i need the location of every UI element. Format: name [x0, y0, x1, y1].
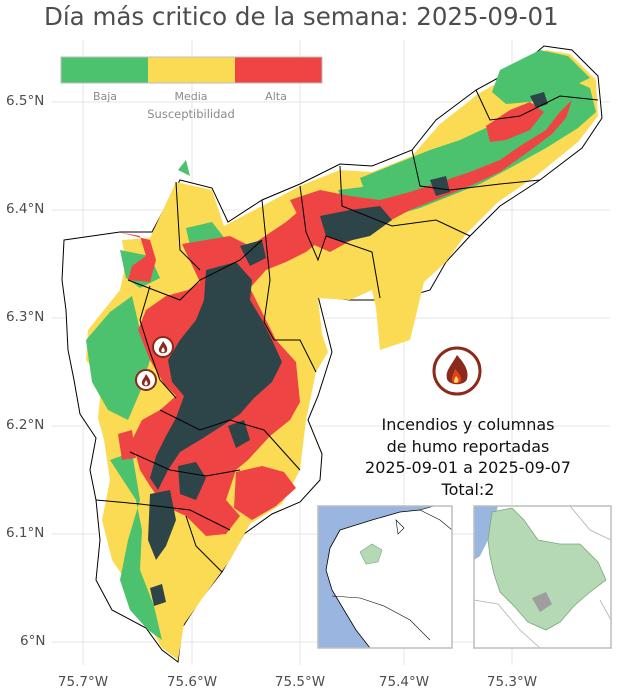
fire-legend-icon — [432, 346, 482, 396]
fire-summary: Incendios y columnas de humo reportadas … — [363, 414, 573, 500]
y-tick-label: 6°N — [20, 633, 46, 649]
fire-summary-line: de humo reportadas — [386, 436, 550, 456]
x-tick-label: 75.5°W — [274, 674, 326, 690]
legend-swatch-media — [148, 57, 235, 83]
fire-marker-icon[interactable] — [135, 369, 157, 391]
fire-summary-line: Incendios y columnas — [381, 415, 555, 434]
fire-summary-total: Total:2 — [441, 479, 495, 499]
fire-marker-icon[interactable] — [152, 336, 174, 358]
legend-swatch-alta — [235, 57, 322, 83]
x-tick-label: 75.4°W — [378, 674, 430, 690]
x-tick-label: 75.3°W — [486, 674, 538, 690]
legend-title: Susceptibilidad — [147, 107, 235, 121]
x-tick-label: 75.7°W — [57, 674, 109, 690]
inset-country-map — [317, 505, 453, 649]
y-tick-label: 6.3°N — [6, 309, 45, 325]
legend-label-baja: Baja — [92, 90, 118, 103]
x-tick-label: 75.6°W — [166, 674, 218, 690]
legend-colorbar — [60, 56, 323, 84]
y-tick-label: 6.4°N — [6, 201, 45, 217]
legend-label-alta: Alta — [265, 90, 287, 103]
inset-region-map — [473, 505, 612, 649]
page-title: Día más critico de la semana: 2025-09-01 — [44, 2, 559, 31]
y-tick-label: 6.1°N — [6, 525, 45, 541]
y-tick-label: 6.5°N — [6, 93, 45, 109]
fire-summary-dates: 2025-09-01 a 2025-09-07 — [365, 458, 571, 477]
legend-label-media: Media — [174, 90, 208, 103]
municipal-boundaries — [95, 89, 599, 573]
y-tick-label: 6.2°N — [6, 417, 45, 433]
legend-swatch-baja — [61, 57, 148, 83]
